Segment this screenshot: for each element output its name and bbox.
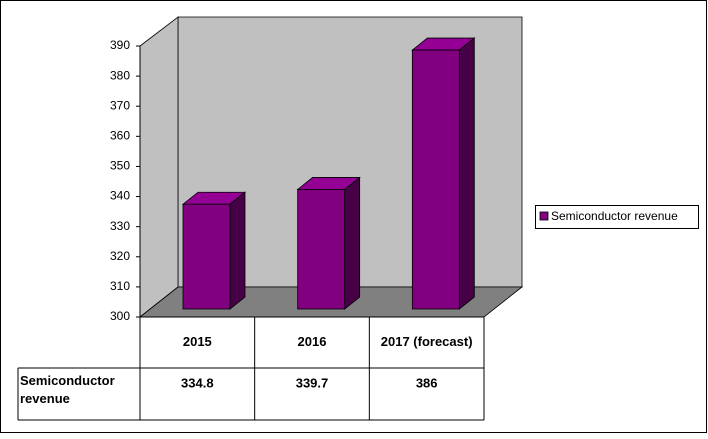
y-tick-label: 310 xyxy=(110,279,130,293)
table-header: 2015 xyxy=(183,334,212,349)
legend: Semiconductor revenue xyxy=(535,205,699,229)
legend-box xyxy=(535,205,699,229)
bar-side xyxy=(229,191,246,310)
bar-side xyxy=(344,176,361,310)
bar xyxy=(181,191,247,310)
y-tick-label: 320 xyxy=(110,249,130,263)
row-label: Semiconductor revenue xyxy=(20,373,115,406)
bar xyxy=(296,176,361,310)
y-tick-label: 350 xyxy=(110,159,130,173)
y-tick-label: 340 xyxy=(110,189,130,203)
table-header: 2016 xyxy=(298,334,327,349)
legend-swatch xyxy=(539,211,549,221)
y-tick-label: 390 xyxy=(110,38,130,52)
table-header: 2017 (forecast) xyxy=(381,334,473,349)
table-value: 386 xyxy=(416,375,438,390)
y-tick-label: 330 xyxy=(110,219,130,233)
bar-front xyxy=(182,203,231,310)
y-tick-label: 380 xyxy=(110,68,130,82)
table-value: 334.8 xyxy=(181,375,214,390)
y-tick-label: 300 xyxy=(110,309,130,323)
bar-front xyxy=(411,49,460,310)
bar-front xyxy=(297,189,346,310)
bar-side xyxy=(458,37,475,310)
y-tick-label: 370 xyxy=(110,98,130,112)
table-value: 339.7 xyxy=(296,375,329,390)
y-tick-label: 360 xyxy=(110,129,130,143)
side-wall xyxy=(139,16,179,318)
row-label-box: Semiconductor revenue xyxy=(20,373,115,406)
bar xyxy=(411,37,476,310)
legend-label: Semiconductor revenue xyxy=(551,209,678,223)
